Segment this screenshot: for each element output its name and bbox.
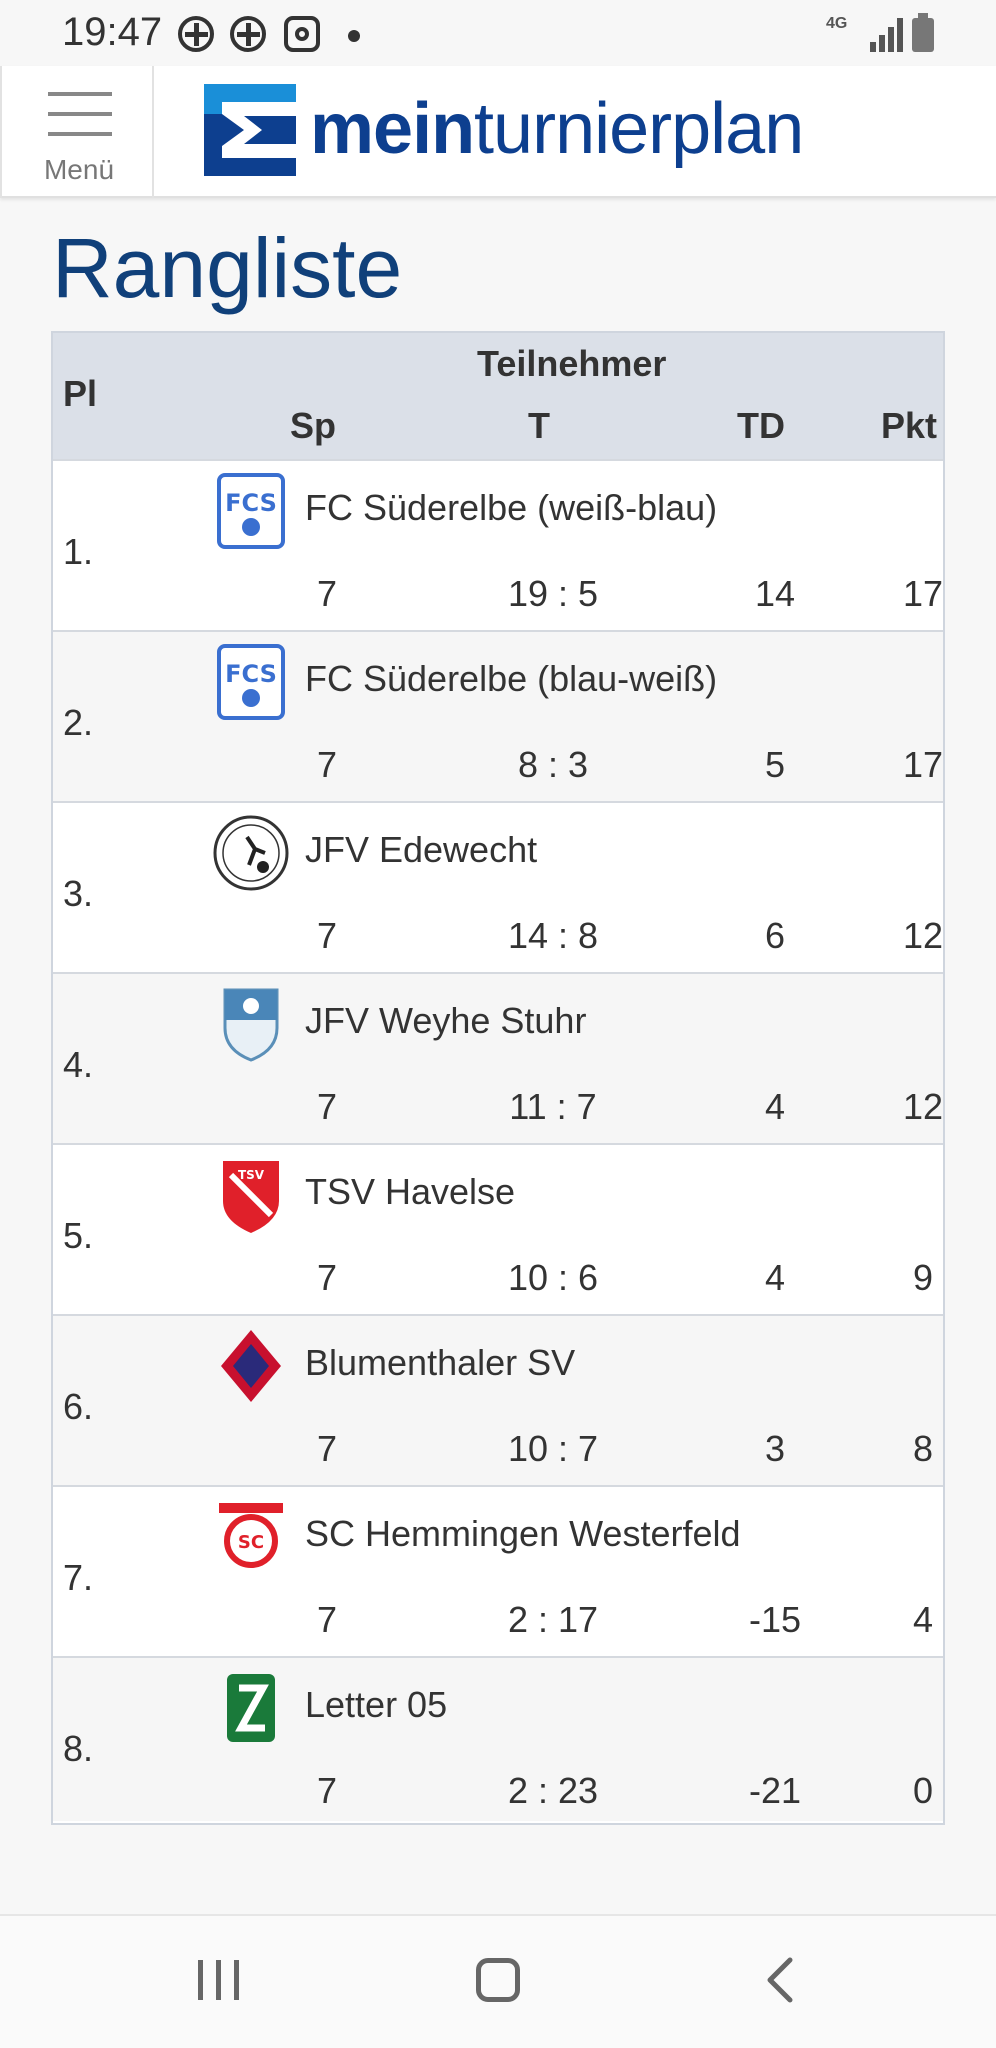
status-bar: 19:47 4G: [0, 0, 996, 66]
status-time: 19:47: [62, 10, 163, 54]
goal-diff-cell: 14: [754, 573, 796, 614]
team-name[interactable]: FC Süderelbe (blau-weiß): [305, 658, 718, 699]
team-name[interactable]: FC Süderelbe (weiß-blau): [305, 487, 718, 528]
table-row[interactable]: 8. Letter 05 7 2 : 23 -21 0: [53, 1656, 943, 1821]
header-td: TD: [737, 405, 785, 446]
blumenthaler-sv-logo-icon: [221, 1330, 281, 1402]
table-row[interactable]: 1. FCS FC Süderelbe (weiß-blau) 7 19 : 5…: [53, 459, 943, 630]
points-cell: 4: [912, 1599, 934, 1640]
games-cell: 7: [316, 1428, 338, 1469]
back-icon[interactable]: [760, 1956, 800, 2004]
signal-icon: [870, 18, 904, 52]
svg-text:SC: SC: [238, 1532, 264, 1553]
sc-hemmingen-logo-icon: SC: [219, 1503, 283, 1568]
table-row[interactable]: 2. FCS FC Süderelbe (blau-weiß) 7 8 : 3 …: [53, 630, 943, 801]
logo-text[interactable]: meinturnierplan: [310, 88, 804, 170]
rank-cell: 8.: [63, 1728, 94, 1769]
rank-cell: 2.: [63, 702, 94, 743]
team-name[interactable]: Letter 05: [305, 1684, 448, 1725]
rank-cell: 4.: [63, 1044, 94, 1085]
menu-button[interactable]: Menü: [0, 66, 154, 198]
games-cell: 7: [316, 1257, 338, 1298]
rank-cell: 6.: [63, 1386, 94, 1427]
app-header: Menü meinturnierplan: [0, 66, 996, 198]
games-cell: 7: [316, 744, 338, 785]
header-team: Teilnehmer: [477, 343, 667, 384]
dot-icon: [348, 30, 360, 42]
team-name[interactable]: SC Hemmingen Westerfeld: [305, 1513, 741, 1554]
logo-text-bold: mein: [310, 89, 475, 169]
header-sp: Sp: [289, 405, 336, 446]
goal-diff-cell: 5: [764, 744, 786, 785]
jfv-weyhe-stuhr-logo-icon: [223, 988, 279, 1062]
header-t: T: [528, 405, 550, 446]
table-row[interactable]: 7. SC SC Hemmingen Westerfeld 7 2 : 17 -…: [53, 1485, 943, 1656]
fcs-logo-icon: FCS: [217, 644, 285, 720]
goal-diff-cell: 6: [764, 915, 786, 956]
table-row[interactable]: 5. TSV TSV Havelse 7 10 : 6 4 9: [53, 1143, 943, 1314]
team-name[interactable]: Blumenthaler SV: [305, 1342, 576, 1383]
team-name[interactable]: TSV Havelse: [305, 1171, 516, 1212]
table-row[interactable]: 6. Blumenthaler SV 7 10 : 7 3 8: [53, 1314, 943, 1485]
menu-label: Menü: [43, 154, 115, 185]
games-cell: 7: [316, 1599, 338, 1640]
goal-diff-cell: -15: [748, 1599, 802, 1640]
games-cell: 7: [316, 1770, 338, 1811]
recents-icon[interactable]: [198, 1960, 242, 2000]
instagram-icon: [284, 16, 320, 52]
network-type: 4G: [826, 15, 848, 32]
battery-icon: [912, 13, 934, 52]
goals-cell: 2 : 23: [507, 1770, 599, 1811]
goals-cell: 14 : 8: [507, 915, 599, 956]
svg-text:FCS: FCS: [225, 489, 277, 517]
tsv-havelse-logo-icon: TSV: [223, 1161, 279, 1233]
rank-cell: 1.: [63, 531, 94, 572]
rank-cell: 7.: [63, 1557, 94, 1598]
rank-cell: 3.: [63, 873, 94, 914]
points-cell: 12: [902, 1086, 944, 1127]
page-title: Rangliste: [52, 221, 403, 315]
goal-diff-cell: -21: [748, 1770, 802, 1811]
rank-cell: 5.: [63, 1215, 94, 1256]
goals-cell: 8 : 3: [517, 744, 589, 785]
table-row[interactable]: 3. JFV Edewecht 7 14 : 8 6 12: [53, 801, 943, 972]
table-row[interactable]: 4. JFV Weyhe Stuhr 7 11 : 7 4 12: [53, 972, 943, 1143]
goals-cell: 10 : 7: [507, 1428, 599, 1469]
logo-mark-icon[interactable]: [204, 84, 296, 176]
goal-diff-cell: 3: [764, 1428, 786, 1469]
home-icon[interactable]: [476, 1958, 520, 2002]
svg-text:TSV: TSV: [238, 1168, 265, 1182]
jfv-edewecht-logo-icon: [213, 815, 289, 891]
goals-cell: 19 : 5: [507, 573, 599, 614]
hamburger-icon: [48, 92, 112, 136]
goals-cell: 11 : 7: [509, 1086, 597, 1127]
svg-text:FCS: FCS: [225, 660, 277, 688]
points-cell: 0: [912, 1770, 934, 1811]
games-cell: 7: [316, 573, 338, 614]
points-cell: 12: [902, 915, 944, 956]
logo-text-light: turnierplan: [474, 89, 804, 169]
ranking-table: Pl Teilnehmer Sp T TD Pkt 1. FCS FC Süde…: [51, 331, 945, 1825]
fcs-logo-icon: FCS: [217, 473, 285, 549]
goals-cell: 10 : 6: [507, 1257, 599, 1298]
plus-circle-icon: [230, 16, 266, 52]
points-cell: 17: [902, 744, 944, 785]
points-cell: 9: [912, 1257, 934, 1298]
system-nav-bar: [0, 1914, 996, 2048]
letter-05-logo-icon: [227, 1674, 275, 1742]
points-cell: 8: [912, 1428, 934, 1469]
goals-cell: 2 : 17: [507, 1599, 599, 1640]
goal-diff-cell: 4: [764, 1086, 786, 1127]
games-cell: 7: [316, 915, 338, 956]
team-name[interactable]: JFV Edewecht: [305, 829, 538, 870]
goal-diff-cell: 4: [764, 1257, 786, 1298]
points-cell: 17: [902, 573, 944, 614]
header-pl: Pl: [63, 373, 98, 414]
team-name[interactable]: JFV Weyhe Stuhr: [305, 1000, 587, 1041]
header-pkt: Pkt: [880, 405, 938, 446]
games-cell: 7: [316, 1086, 338, 1127]
table-header: Pl Teilnehmer Sp T TD Pkt: [53, 333, 943, 459]
plus-circle-icon: [178, 16, 214, 52]
